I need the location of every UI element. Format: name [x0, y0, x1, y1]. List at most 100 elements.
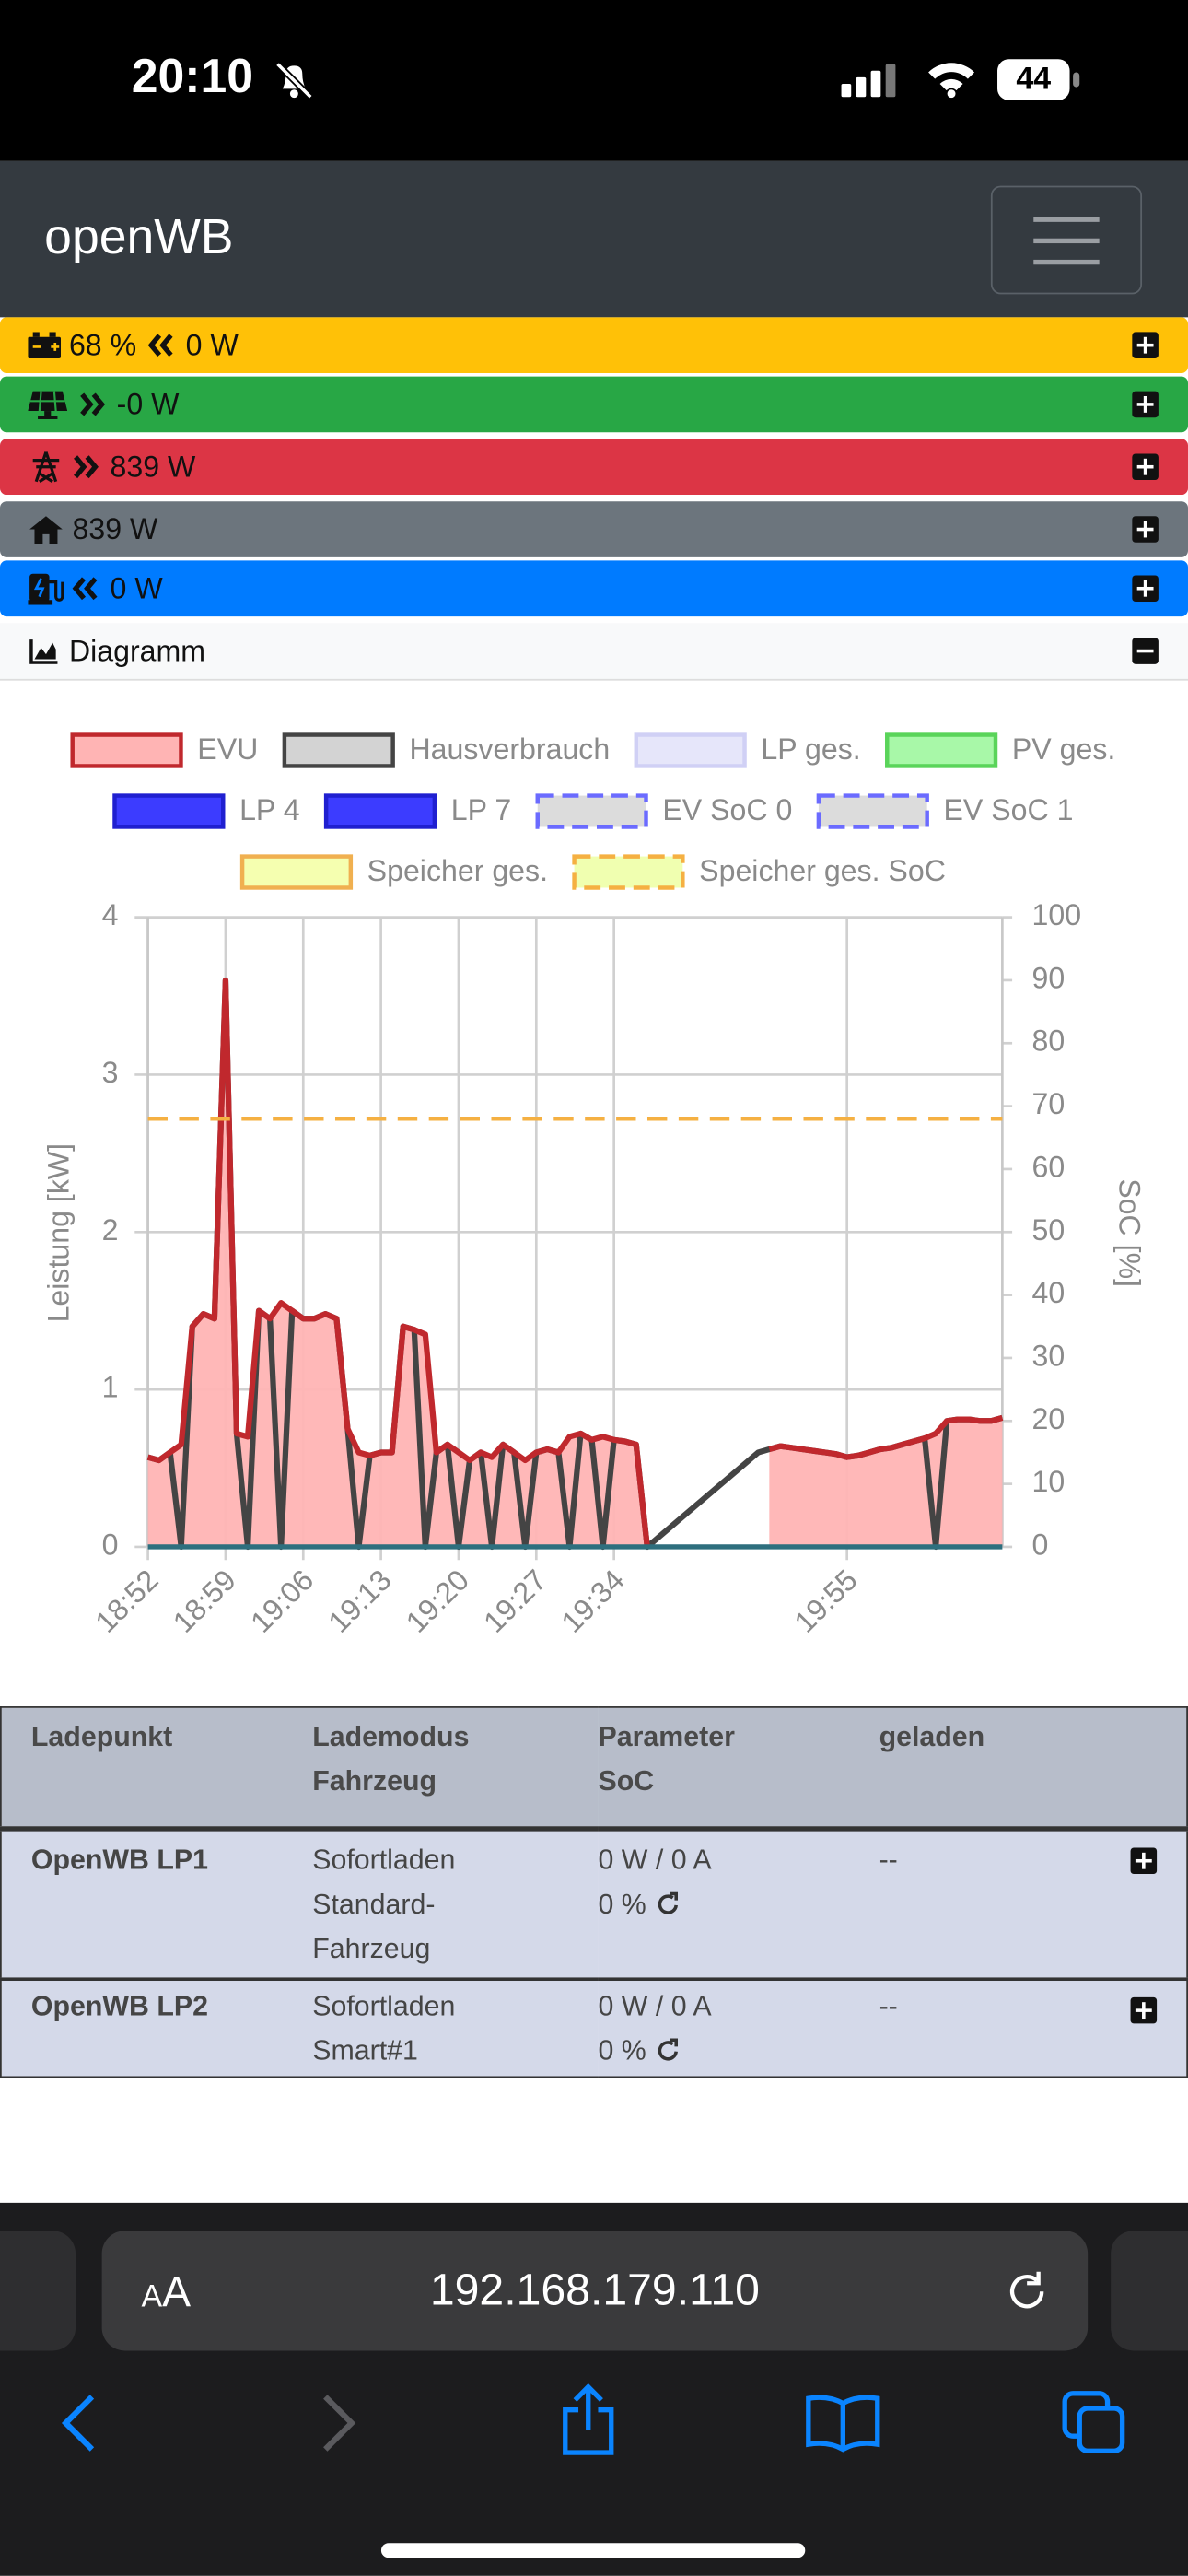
x-tick-label: 19:06 — [244, 1563, 320, 1639]
tabs-button[interactable] — [1062, 2390, 1127, 2455]
signal-icon — [841, 64, 896, 98]
y-tick-label: 1 — [102, 1371, 119, 1404]
clock: 20:10 — [131, 51, 254, 104]
grid-power: 839 W — [110, 449, 196, 483]
legend-item[interactable]: PV ges. — [885, 732, 1115, 768]
table-row[interactable]: OpenWB LP1 Sofortladen Standard-Fahrzeug 0 … — [0, 1828, 1188, 1980]
charge-point-name: OpenWB LP2 — [30, 1990, 209, 2022]
chart: Leistung [kW] SoC [%] EVU Hausverbrauch LP… — [42, 732, 1147, 1639]
charge-points-table: Ladepunkt Lademodus Fahrzeug Parameter SoC ge… — [0, 1706, 1188, 2078]
bookmarks-button[interactable] — [805, 2394, 880, 2453]
y2-tick-label: 30 — [1031, 1339, 1065, 1372]
pv-power: -0 W — [116, 387, 180, 420]
expand-icon[interactable] — [1132, 575, 1159, 603]
legend-item[interactable]: LP ges. — [634, 732, 861, 768]
solar-icon — [28, 391, 68, 419]
browser-toolbar: AA 192.168.179.110 — [0, 2202, 1188, 2576]
tower-icon — [32, 451, 60, 484]
cell-text: Smart#1 — [312, 2034, 418, 2067]
url[interactable]: 192.168.179.110 — [429, 2265, 760, 2315]
legend-swatch — [634, 732, 747, 768]
legend-item[interactable]: Hausverbrauch — [282, 732, 610, 768]
legend-item[interactable]: EV SoC 0 — [535, 793, 793, 829]
refresh-icon[interactable] — [656, 2038, 681, 2063]
y2-tick-label: 70 — [1031, 1087, 1065, 1120]
legend-swatch — [885, 732, 998, 768]
header-cell: geladen — [879, 1707, 1188, 1829]
legend-item[interactable]: Speicher ges. — [239, 854, 548, 890]
legend-label: EV SoC 0 — [662, 793, 792, 826]
expand-icon[interactable] — [1132, 332, 1159, 358]
share-button[interactable] — [559, 2383, 618, 2456]
cell-text: Sofortladen — [312, 1990, 456, 2022]
expand-icon[interactable] — [1132, 453, 1159, 480]
collapse-icon[interactable] — [1132, 638, 1159, 664]
table-cell: 0 W / 0 A 0 % — [599, 1829, 879, 1979]
brand[interactable]: openWB — [44, 210, 234, 265]
expand-icon[interactable] — [1132, 516, 1159, 543]
legend: EVU Hausverbrauch LP ges. PV ges. LP 4 LP 7 EV… — [70, 732, 1115, 890]
next-tab[interactable] — [1111, 2231, 1188, 2351]
pv-row[interactable]: -0 W — [0, 376, 1188, 433]
table-row[interactable]: OpenWB LP2 Sofortladen Smart#1 0 W / 0 A 0 %… — [0, 1979, 1188, 2078]
legend-item[interactable]: EVU — [70, 732, 259, 768]
legend-swatch — [535, 793, 648, 829]
diagram-header[interactable]: Diagramm — [0, 623, 1188, 681]
house-power: 839 W — [72, 511, 158, 545]
legend-item[interactable]: EV SoC 1 — [816, 793, 1074, 829]
chart-icon — [29, 639, 58, 664]
expand-icon[interactable] — [1130, 1847, 1158, 1875]
reload-icon[interactable] — [1002, 2266, 1052, 2316]
home-indicator — [380, 2543, 806, 2558]
chevrons-right — [74, 455, 99, 479]
table-cell: OpenWB LP2 — [1, 1979, 312, 2077]
prev-tab[interactable] — [0, 2231, 76, 2351]
legend-label: Speicher ges. SoC — [699, 854, 946, 887]
charger-icon — [28, 573, 64, 605]
x-tick-label: 18:52 — [88, 1563, 164, 1639]
legend-item[interactable]: LP 7 — [323, 793, 511, 829]
diagram-title: Diagramm — [68, 633, 206, 667]
header-cell: Parameter SoC — [599, 1707, 879, 1829]
legend-swatch — [112, 793, 226, 829]
chevrons-right — [80, 392, 106, 416]
legend-label: Speicher ges. — [367, 854, 548, 887]
y2-tick-label: 50 — [1031, 1213, 1065, 1247]
header-text: Fahrzeug — [312, 1765, 437, 1797]
legend-label: Hausverbrauch — [409, 732, 610, 766]
legend-label: LP 4 — [239, 793, 299, 826]
text-size-label: AA — [141, 2266, 192, 2316]
table-cell: -- — [879, 1829, 1188, 1979]
legend-item[interactable]: LP 4 — [112, 793, 300, 829]
wifi-icon — [928, 63, 975, 99]
expand-icon[interactable] — [1132, 391, 1159, 418]
grid-row[interactable]: 839 W — [0, 439, 1188, 496]
refresh-icon[interactable] — [656, 1891, 681, 1917]
back-button[interactable] — [59, 2394, 105, 2453]
header-text: geladen — [879, 1721, 985, 1752]
battery-row[interactable]: 68 % 0 W — [0, 317, 1188, 374]
header-text: Parameter — [598, 1721, 735, 1752]
forward-button[interactable] — [316, 2394, 362, 2453]
y-tick-label: 3 — [102, 1056, 119, 1089]
y-axis-title: Leistung [kW] — [42, 1143, 76, 1323]
menu-button[interactable] — [990, 185, 1143, 295]
text-size-button[interactable]: AA — [141, 2266, 191, 2317]
y2-tick-label: 0 — [1031, 1528, 1048, 1561]
legend-swatch — [323, 793, 437, 829]
y-tick-label: 0 — [102, 1528, 119, 1561]
table-cell: -- — [879, 1979, 1188, 2077]
expand-icon[interactable] — [1130, 1996, 1158, 2024]
address-bar[interactable]: AA 192.168.179.110 — [101, 2231, 1089, 2351]
cell-text: Sofortladen — [312, 1844, 456, 1876]
table-cell: OpenWB LP1 — [1, 1829, 312, 1979]
legend-item[interactable]: Speicher ges. SoC — [572, 854, 946, 890]
chevrons-left — [147, 334, 173, 357]
x-tick-label: 19:20 — [400, 1563, 475, 1639]
legend-label: EVU — [197, 732, 258, 766]
line — [146, 977, 1004, 1548]
house-row[interactable]: 839 W — [0, 501, 1188, 557]
y2-tick-label: 80 — [1031, 1025, 1065, 1058]
y2-tick-label: 100 — [1031, 898, 1081, 931]
charging-row[interactable]: 0 W — [0, 560, 1188, 617]
